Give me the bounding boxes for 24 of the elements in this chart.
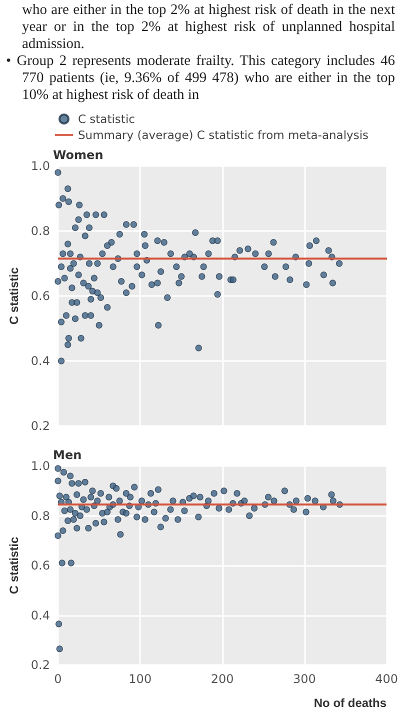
legend-label: C statistic — [78, 112, 135, 126]
y-tick-label: 0.2 — [30, 419, 50, 433]
chart-title: Women — [53, 148, 104, 162]
x-tick-label: 400 — [375, 672, 398, 686]
y-tick-label: 0.4 — [30, 354, 50, 368]
x-axis-title: No of deaths — [314, 696, 387, 710]
y-tick-label: 0.8 — [30, 224, 50, 238]
x-tick-label: 300 — [292, 672, 316, 686]
y-tick-label: 0.4 — [30, 608, 50, 622]
y-tick-label: 0.8 — [30, 508, 50, 523]
y-tick-label: 0.6 — [30, 289, 50, 303]
legend-label: Summary (average) C statistic from meta-analysis — [78, 128, 369, 142]
chart-title: Men — [53, 448, 82, 462]
x-tick-label: 200 — [210, 672, 234, 686]
y-axis-title: C statistic — [7, 536, 21, 594]
text: • Group 2 represents moderate frailty. This category includes 46 770 patients (ie, 9.36% of 499 478) who are either in the top 10% at highest risk of death in — [6, 53, 395, 104]
text: who are either in the top 2% at highest risk of death in the next year or in the top 2% at highest risk of unplanned hospital admission. — [21, 2, 395, 53]
y-tick-label: 0.2 — [30, 658, 50, 672]
x-tick-label: 100 — [128, 672, 152, 686]
y-tick-label: 1.0 — [30, 159, 50, 173]
y-tick-label: 0.6 — [30, 558, 50, 572]
x-tick-label: 0 — [54, 672, 62, 686]
y-axis-title: C statistic — [7, 267, 21, 325]
y-tick-label: 1.0 — [30, 459, 50, 473]
